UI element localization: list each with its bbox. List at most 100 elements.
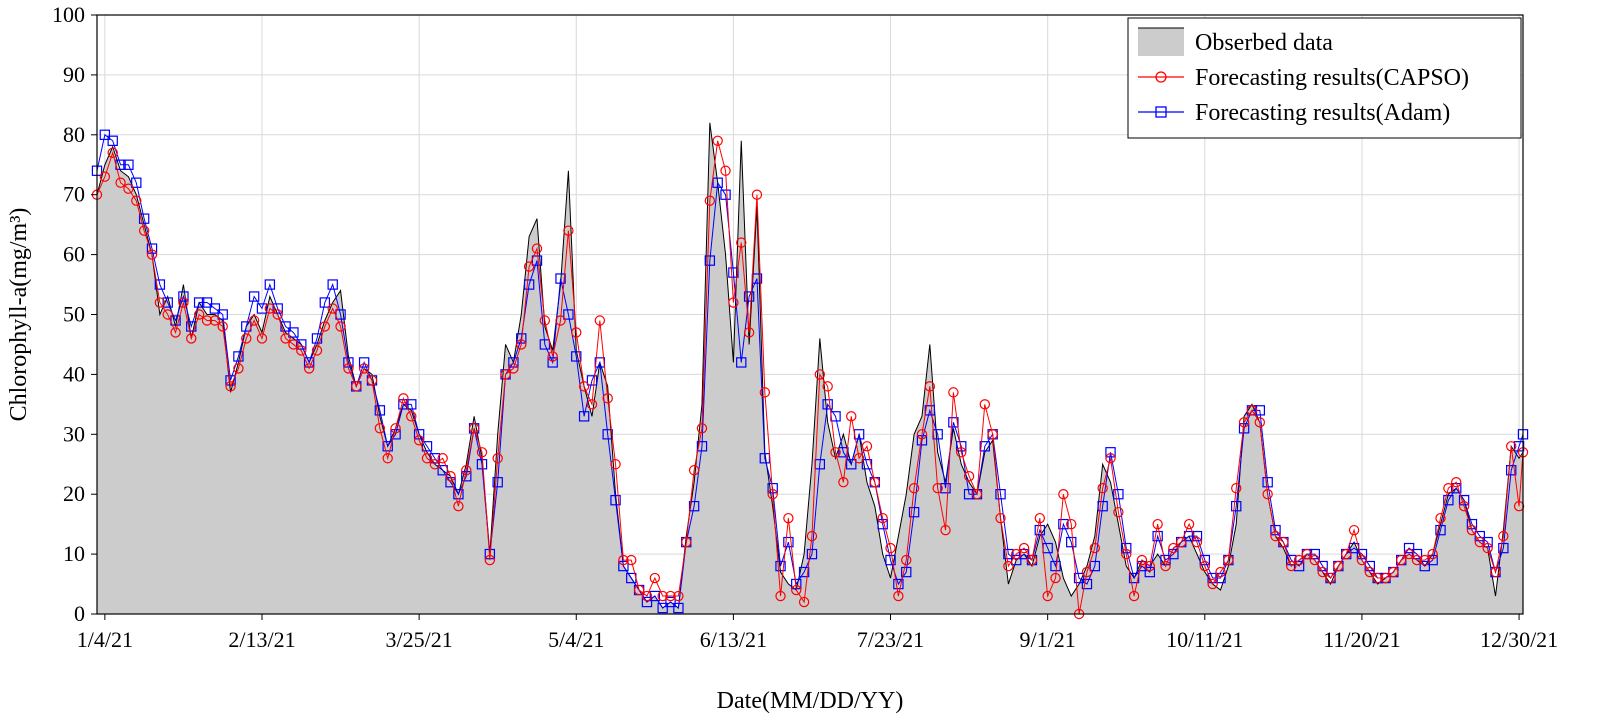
capso-point: [1113, 506, 1124, 518]
adam-point: [963, 489, 975, 500]
adam-point: [201, 297, 213, 308]
capso-point: [343, 363, 354, 374]
capso-point: [555, 315, 566, 326]
y-tick-label: 70: [63, 182, 85, 207]
capso-point: [720, 165, 731, 176]
capso-point: [1058, 489, 1069, 500]
capso-line: [96, 140, 1524, 615]
capso-point: [665, 590, 676, 602]
capso-point: [146, 249, 158, 260]
adam-point: [327, 279, 338, 290]
capso-point: [893, 590, 904, 602]
capso-point: [1215, 566, 1226, 578]
capso-point: [1136, 554, 1148, 566]
x-tick-label: 1/4/21: [77, 627, 133, 652]
capso-point: [1042, 590, 1053, 602]
capso-point: [1081, 566, 1093, 578]
capso-point: [1199, 560, 1211, 572]
adam-point: [571, 351, 582, 362]
capso-point: [649, 572, 661, 584]
capso-point: [1364, 566, 1375, 578]
adam-point: [523, 279, 535, 290]
capso-point: [476, 447, 488, 458]
adam-point: [1506, 465, 1517, 476]
adam-point: [1152, 530, 1163, 542]
x-tick-label: 12/30/21: [1480, 627, 1558, 652]
capso-point: [1191, 536, 1203, 548]
adam-point: [1317, 560, 1328, 572]
capso-point: [578, 381, 590, 392]
adam-point: [233, 351, 244, 362]
capso-point: [508, 363, 519, 374]
y-tick-label: 10: [63, 541, 85, 566]
adam-point: [908, 506, 920, 518]
adam-point: [838, 447, 849, 458]
capso-point: [1168, 542, 1179, 554]
legend: Obserbed data Forecasting results(CAPSO)…: [1127, 17, 1522, 139]
capso-point: [1506, 441, 1517, 452]
capso-point: [1223, 554, 1234, 566]
capso-point: [1152, 518, 1163, 530]
capso-point: [791, 584, 802, 596]
adam-point: [178, 291, 189, 302]
capso-point: [602, 393, 613, 404]
capso-point: [1380, 572, 1391, 584]
adam-point: [641, 596, 653, 608]
capso-point: [335, 321, 346, 332]
capso-point: [1231, 483, 1242, 494]
x-tick-label: 9/1/21: [1020, 627, 1076, 652]
capso-point: [1144, 560, 1156, 572]
adam-point: [107, 135, 118, 146]
adam-point: [948, 417, 959, 428]
adam-point: [358, 357, 370, 368]
adam-point: [256, 303, 268, 314]
capso-point: [1498, 530, 1509, 542]
adam-point: [131, 177, 142, 188]
capso-point: [1026, 554, 1038, 566]
adam-point: [806, 548, 818, 560]
capso-point: [688, 465, 700, 476]
adam-point: [209, 303, 221, 314]
adam-point: [1443, 494, 1454, 506]
capso-point: [398, 393, 409, 404]
capso-point: [1246, 405, 1258, 416]
capso-point: [704, 195, 716, 206]
x-tick-label: 6/13/21: [700, 627, 767, 652]
adam-point: [1034, 524, 1046, 536]
x-axis-title: Date(MM/DD/YY): [717, 688, 904, 714]
legend-item-adam: Forecasting results(Adam): [1138, 100, 1450, 126]
adam-point: [531, 255, 543, 266]
capso-point: [217, 321, 228, 332]
capso-point: [107, 147, 118, 158]
capso-point: [1474, 536, 1485, 548]
capso-point: [822, 381, 833, 392]
capso-point: [327, 303, 338, 314]
capso-point: [1411, 554, 1423, 566]
adam-point: [1411, 548, 1423, 560]
capso-point: [523, 261, 535, 272]
adam-point: [885, 554, 896, 566]
adam-point: [720, 189, 731, 200]
adam-point: [783, 536, 794, 548]
capso-point: [390, 423, 401, 434]
capso-point: [1183, 518, 1195, 530]
adam-point: [728, 267, 739, 278]
adam-point: [1207, 572, 1218, 584]
adam-point: [1081, 578, 1093, 590]
adam-point: [311, 333, 323, 344]
capso-point: [1317, 566, 1328, 578]
capso-point: [618, 554, 629, 566]
capso-point: [1466, 524, 1478, 536]
capso-point: [571, 327, 582, 338]
adam-point: [893, 578, 904, 590]
capso-point: [154, 297, 166, 308]
adam-point: [264, 279, 276, 290]
capso-point: [775, 590, 786, 602]
legend-marker-adam: [1155, 106, 1167, 118]
adam-point: [241, 321, 252, 332]
capso-point: [869, 477, 881, 488]
capso-point: [751, 189, 763, 200]
capso-point: [1121, 548, 1132, 560]
capso-point: [233, 363, 244, 374]
